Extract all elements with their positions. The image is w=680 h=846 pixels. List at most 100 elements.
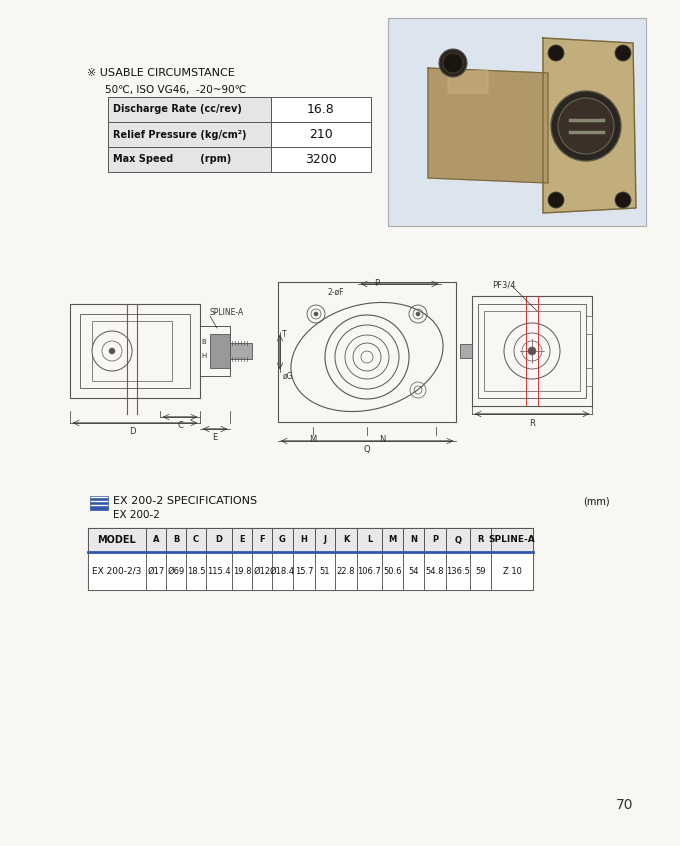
Circle shape bbox=[558, 98, 614, 154]
Bar bbox=[90, 496, 108, 510]
Text: 115.4: 115.4 bbox=[207, 567, 231, 575]
Text: M: M bbox=[309, 435, 317, 444]
Bar bbox=[470, 528, 491, 552]
Circle shape bbox=[615, 45, 631, 61]
Text: Discharge Rate (cc/rev): Discharge Rate (cc/rev) bbox=[113, 105, 242, 114]
Bar bbox=[446, 528, 470, 552]
Bar bbox=[88, 552, 146, 590]
Bar bbox=[478, 304, 586, 398]
Bar bbox=[293, 552, 315, 590]
Text: 2-øF: 2-øF bbox=[328, 288, 345, 297]
Text: 54.8: 54.8 bbox=[426, 567, 444, 575]
Text: 50.6: 50.6 bbox=[384, 567, 402, 575]
Text: Ø17: Ø17 bbox=[148, 567, 165, 575]
Text: Max Speed        (rpm): Max Speed (rpm) bbox=[113, 155, 231, 164]
Bar bbox=[232, 552, 252, 590]
Text: MODEL: MODEL bbox=[98, 535, 137, 545]
Circle shape bbox=[443, 53, 463, 73]
Text: B: B bbox=[173, 536, 180, 545]
Text: J: J bbox=[324, 536, 326, 545]
Text: PF3/4: PF3/4 bbox=[492, 280, 515, 289]
Text: 3200: 3200 bbox=[305, 153, 337, 166]
Bar bbox=[252, 552, 272, 590]
Circle shape bbox=[109, 348, 115, 354]
Bar bbox=[70, 304, 200, 398]
Bar bbox=[484, 311, 580, 391]
Text: EX 200-2/3: EX 200-2/3 bbox=[92, 567, 141, 575]
Text: E: E bbox=[239, 536, 245, 545]
Bar bbox=[166, 528, 186, 552]
Bar bbox=[424, 528, 446, 552]
Text: Z 10: Z 10 bbox=[503, 567, 522, 575]
Bar bbox=[446, 552, 470, 590]
Bar bbox=[186, 528, 206, 552]
Text: 18.5: 18.5 bbox=[187, 567, 205, 575]
Bar bbox=[315, 552, 335, 590]
Text: EX 200-2: EX 200-2 bbox=[113, 510, 160, 520]
Text: C: C bbox=[177, 421, 183, 430]
Text: N: N bbox=[379, 435, 385, 444]
Text: A: A bbox=[153, 536, 159, 545]
Text: P: P bbox=[375, 279, 379, 288]
Bar bbox=[388, 18, 646, 226]
Text: H: H bbox=[201, 353, 207, 359]
Text: EX 200-2 SPECIFICATIONS: EX 200-2 SPECIFICATIONS bbox=[113, 496, 257, 506]
Circle shape bbox=[615, 192, 631, 208]
Bar bbox=[491, 528, 533, 552]
Text: Ø12: Ø12 bbox=[254, 567, 271, 575]
Polygon shape bbox=[448, 70, 488, 93]
Text: H: H bbox=[301, 536, 307, 545]
Bar bbox=[271, 147, 371, 172]
Bar bbox=[357, 528, 382, 552]
Text: 106.7: 106.7 bbox=[358, 567, 381, 575]
Bar bbox=[357, 552, 382, 590]
Text: 15.7: 15.7 bbox=[294, 567, 313, 575]
Text: G: G bbox=[279, 536, 286, 545]
Bar bbox=[460, 344, 472, 358]
Bar bbox=[200, 326, 230, 376]
Bar bbox=[272, 552, 293, 590]
Bar bbox=[315, 528, 335, 552]
Bar bbox=[272, 528, 293, 552]
Bar bbox=[271, 97, 371, 122]
Circle shape bbox=[102, 341, 122, 361]
Text: Q: Q bbox=[454, 536, 462, 545]
Polygon shape bbox=[543, 38, 636, 213]
Bar bbox=[186, 552, 206, 590]
Text: B: B bbox=[202, 339, 206, 345]
Bar bbox=[470, 552, 491, 590]
Polygon shape bbox=[428, 68, 548, 183]
Text: 210: 210 bbox=[309, 128, 333, 141]
Text: 50℃, ISO VG46,  -20~90℃: 50℃, ISO VG46, -20~90℃ bbox=[105, 85, 246, 95]
Bar bbox=[491, 552, 533, 590]
Text: C: C bbox=[193, 536, 199, 545]
Bar bbox=[586, 368, 592, 386]
Bar bbox=[88, 528, 146, 552]
Text: L: L bbox=[367, 536, 372, 545]
Bar bbox=[88, 528, 533, 552]
Text: SPLINE-A: SPLINE-A bbox=[489, 536, 535, 545]
Bar bbox=[146, 528, 166, 552]
Circle shape bbox=[528, 347, 536, 355]
Bar bbox=[210, 334, 230, 368]
Circle shape bbox=[548, 45, 564, 61]
Text: Ø18.4: Ø18.4 bbox=[270, 567, 295, 575]
Bar bbox=[230, 343, 252, 359]
Bar bbox=[108, 122, 271, 147]
Bar bbox=[382, 528, 403, 552]
Circle shape bbox=[92, 331, 132, 371]
Bar bbox=[271, 122, 371, 147]
Text: F: F bbox=[259, 536, 265, 545]
Text: R: R bbox=[477, 536, 483, 545]
Bar bbox=[232, 528, 252, 552]
Text: 54: 54 bbox=[408, 567, 419, 575]
Text: M: M bbox=[388, 536, 396, 545]
Text: 19.8: 19.8 bbox=[233, 567, 251, 575]
Circle shape bbox=[548, 192, 564, 208]
Bar bbox=[403, 528, 424, 552]
Text: 59: 59 bbox=[475, 567, 486, 575]
Bar bbox=[92, 321, 172, 381]
Bar bbox=[146, 552, 166, 590]
Bar bbox=[335, 552, 357, 590]
Circle shape bbox=[314, 312, 318, 316]
